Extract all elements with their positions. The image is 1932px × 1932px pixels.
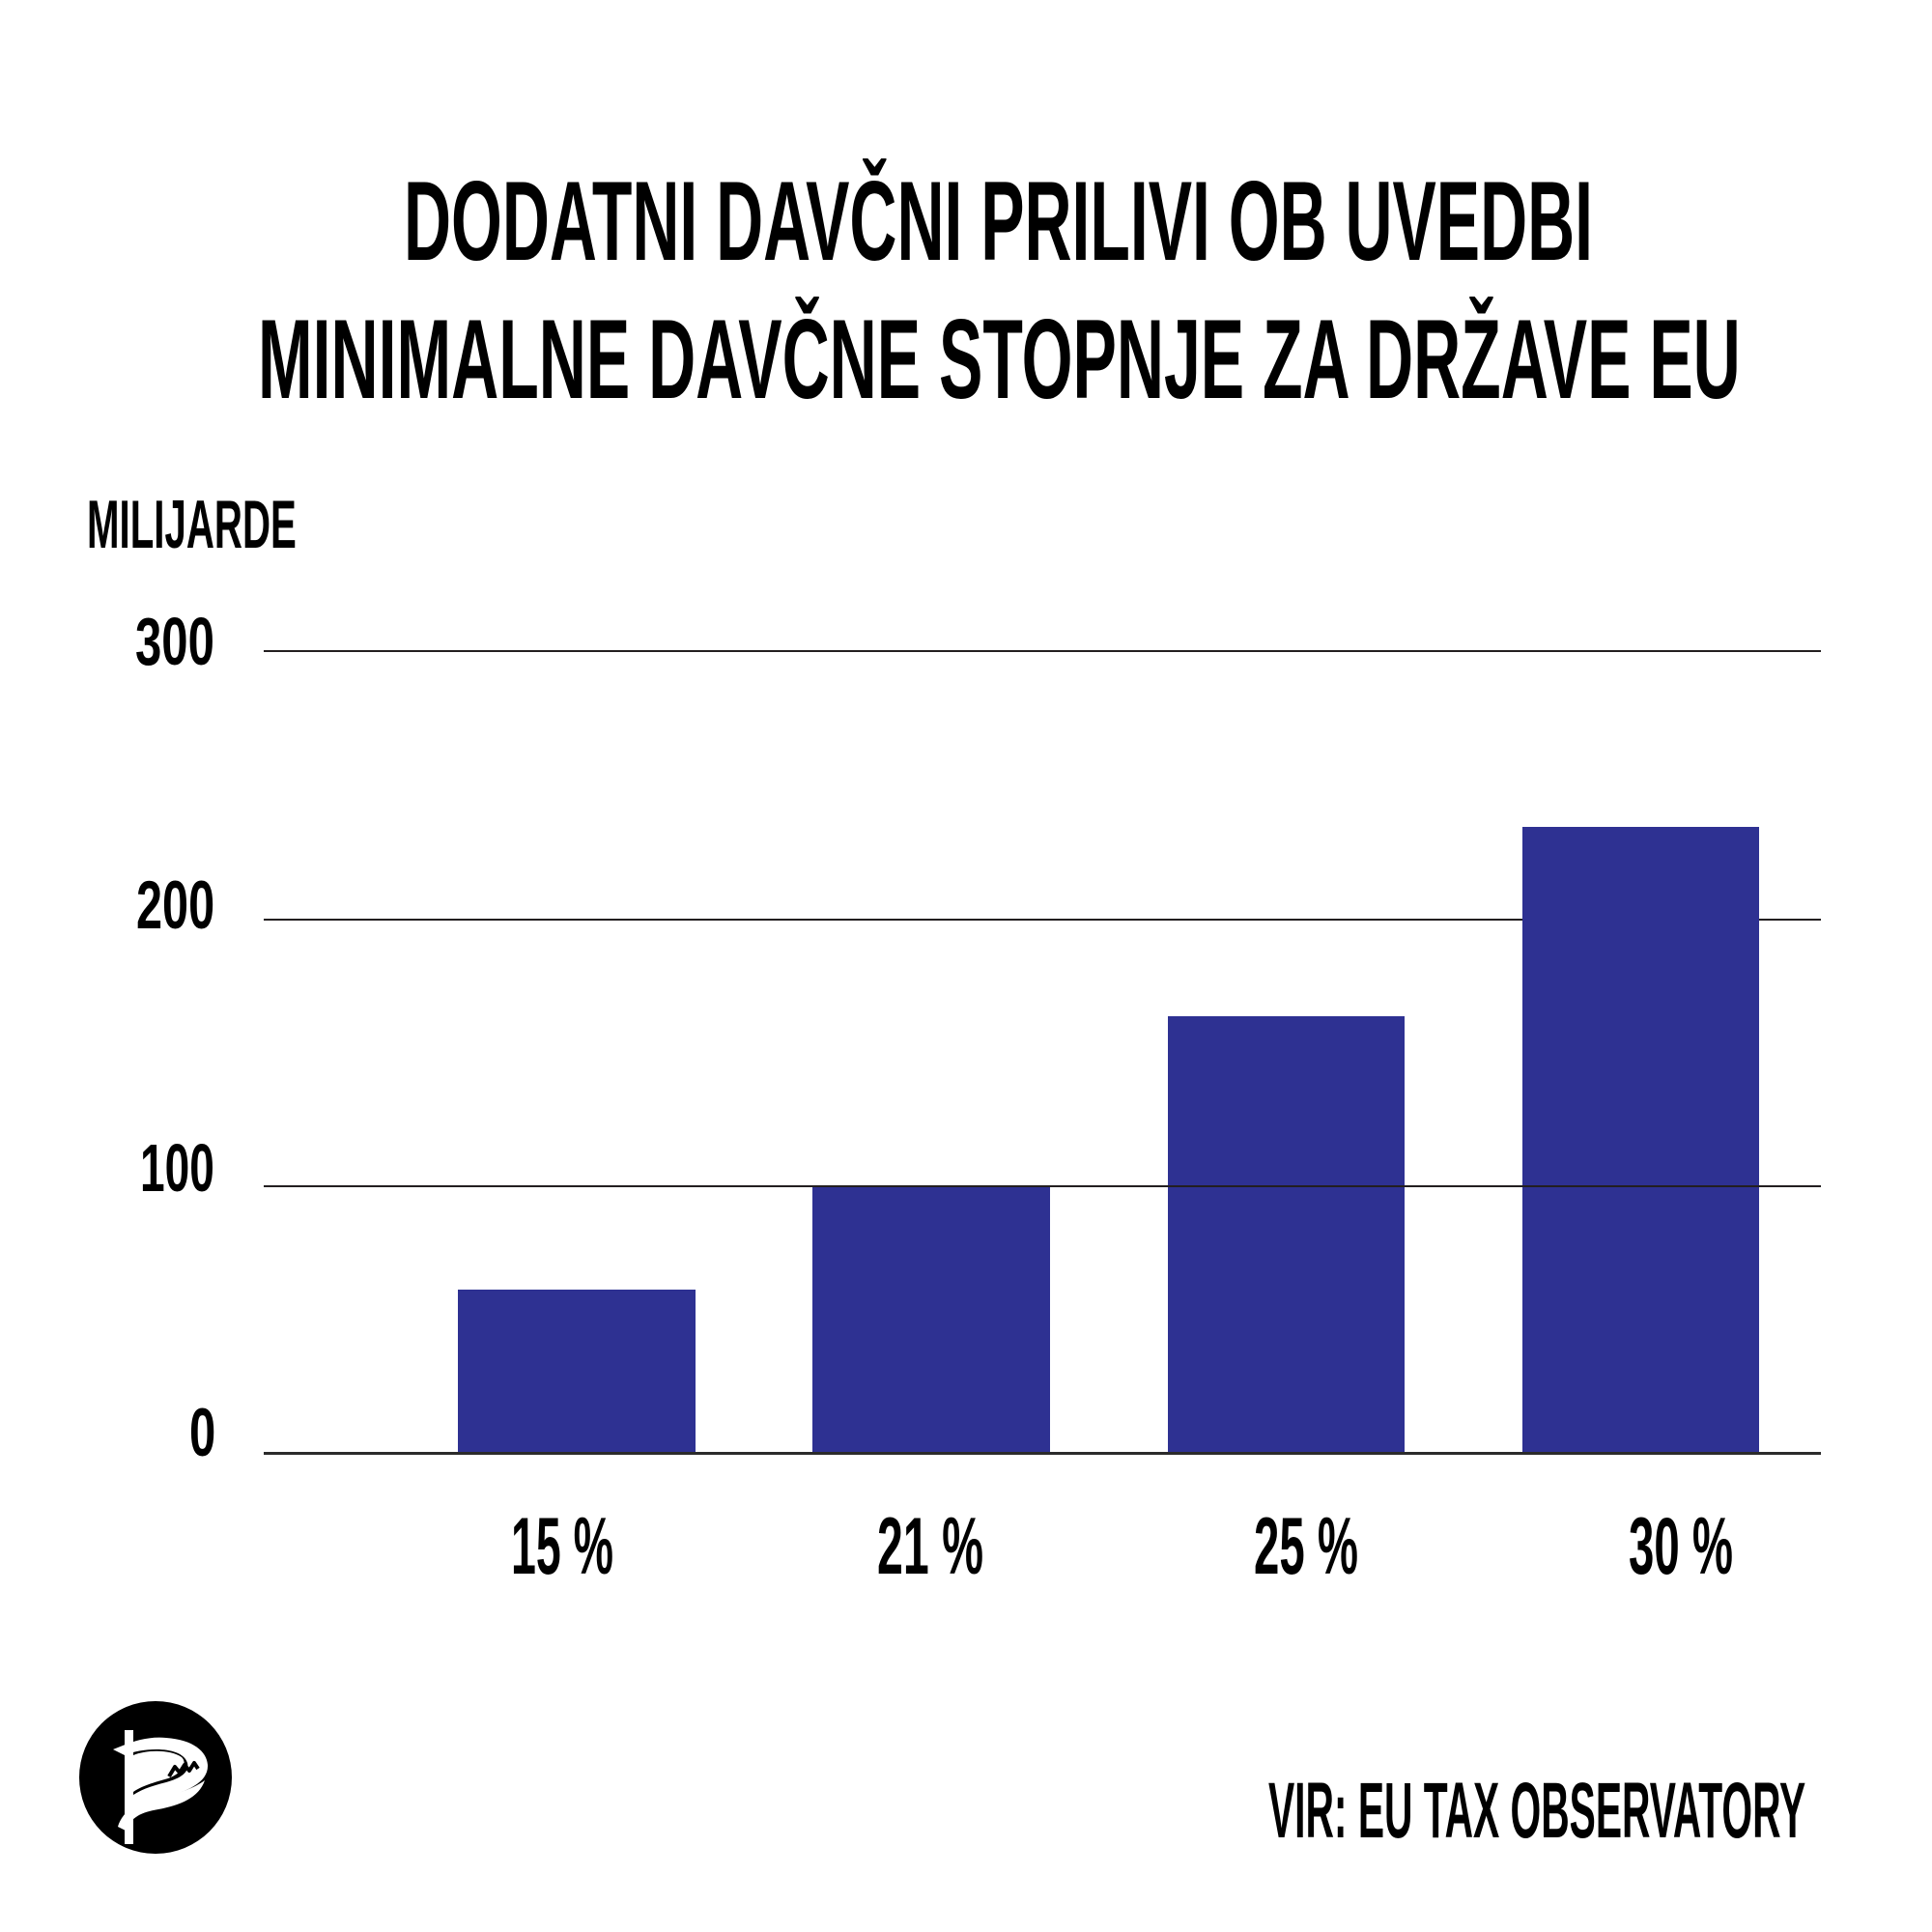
x-tick-21-percent: 21 % [877, 1501, 983, 1592]
bar-25-percent [1168, 1016, 1405, 1453]
y-tick-300: 300 [135, 603, 214, 679]
bar-30-percent [1522, 826, 1759, 1453]
y-tick-100: 100 [140, 1129, 214, 1206]
chart-title-line-2: MINIMALNE DAVČNE STOPNJE ZA DRŽAVE EU [258, 295, 1741, 422]
x-tick-15-percent: 15 % [511, 1501, 613, 1592]
gridline-200 [264, 919, 1821, 921]
y-axis-unit-label: MILIJARDE [87, 486, 297, 563]
gridline-300 [264, 650, 1821, 652]
gridline-100 [264, 1185, 1821, 1187]
bar-15-percent [458, 1290, 696, 1453]
source-label: VIR: EU TAX OBSERVATORY [1268, 1767, 1806, 1856]
y-tick-200: 200 [136, 867, 215, 944]
chart-title-line-1: DODATNI DAVČNI PRILIVI OB UVEDBI [404, 156, 1594, 284]
y-tick-0: 0 [189, 1394, 216, 1471]
x-tick-30-percent: 30 % [1629, 1501, 1733, 1592]
x-tick-25-percent: 25 % [1254, 1501, 1358, 1592]
bar-21-percent [812, 1185, 1050, 1453]
pirate-party-logo-icon [79, 1701, 232, 1854]
x-axis-baseline [264, 1452, 1821, 1455]
